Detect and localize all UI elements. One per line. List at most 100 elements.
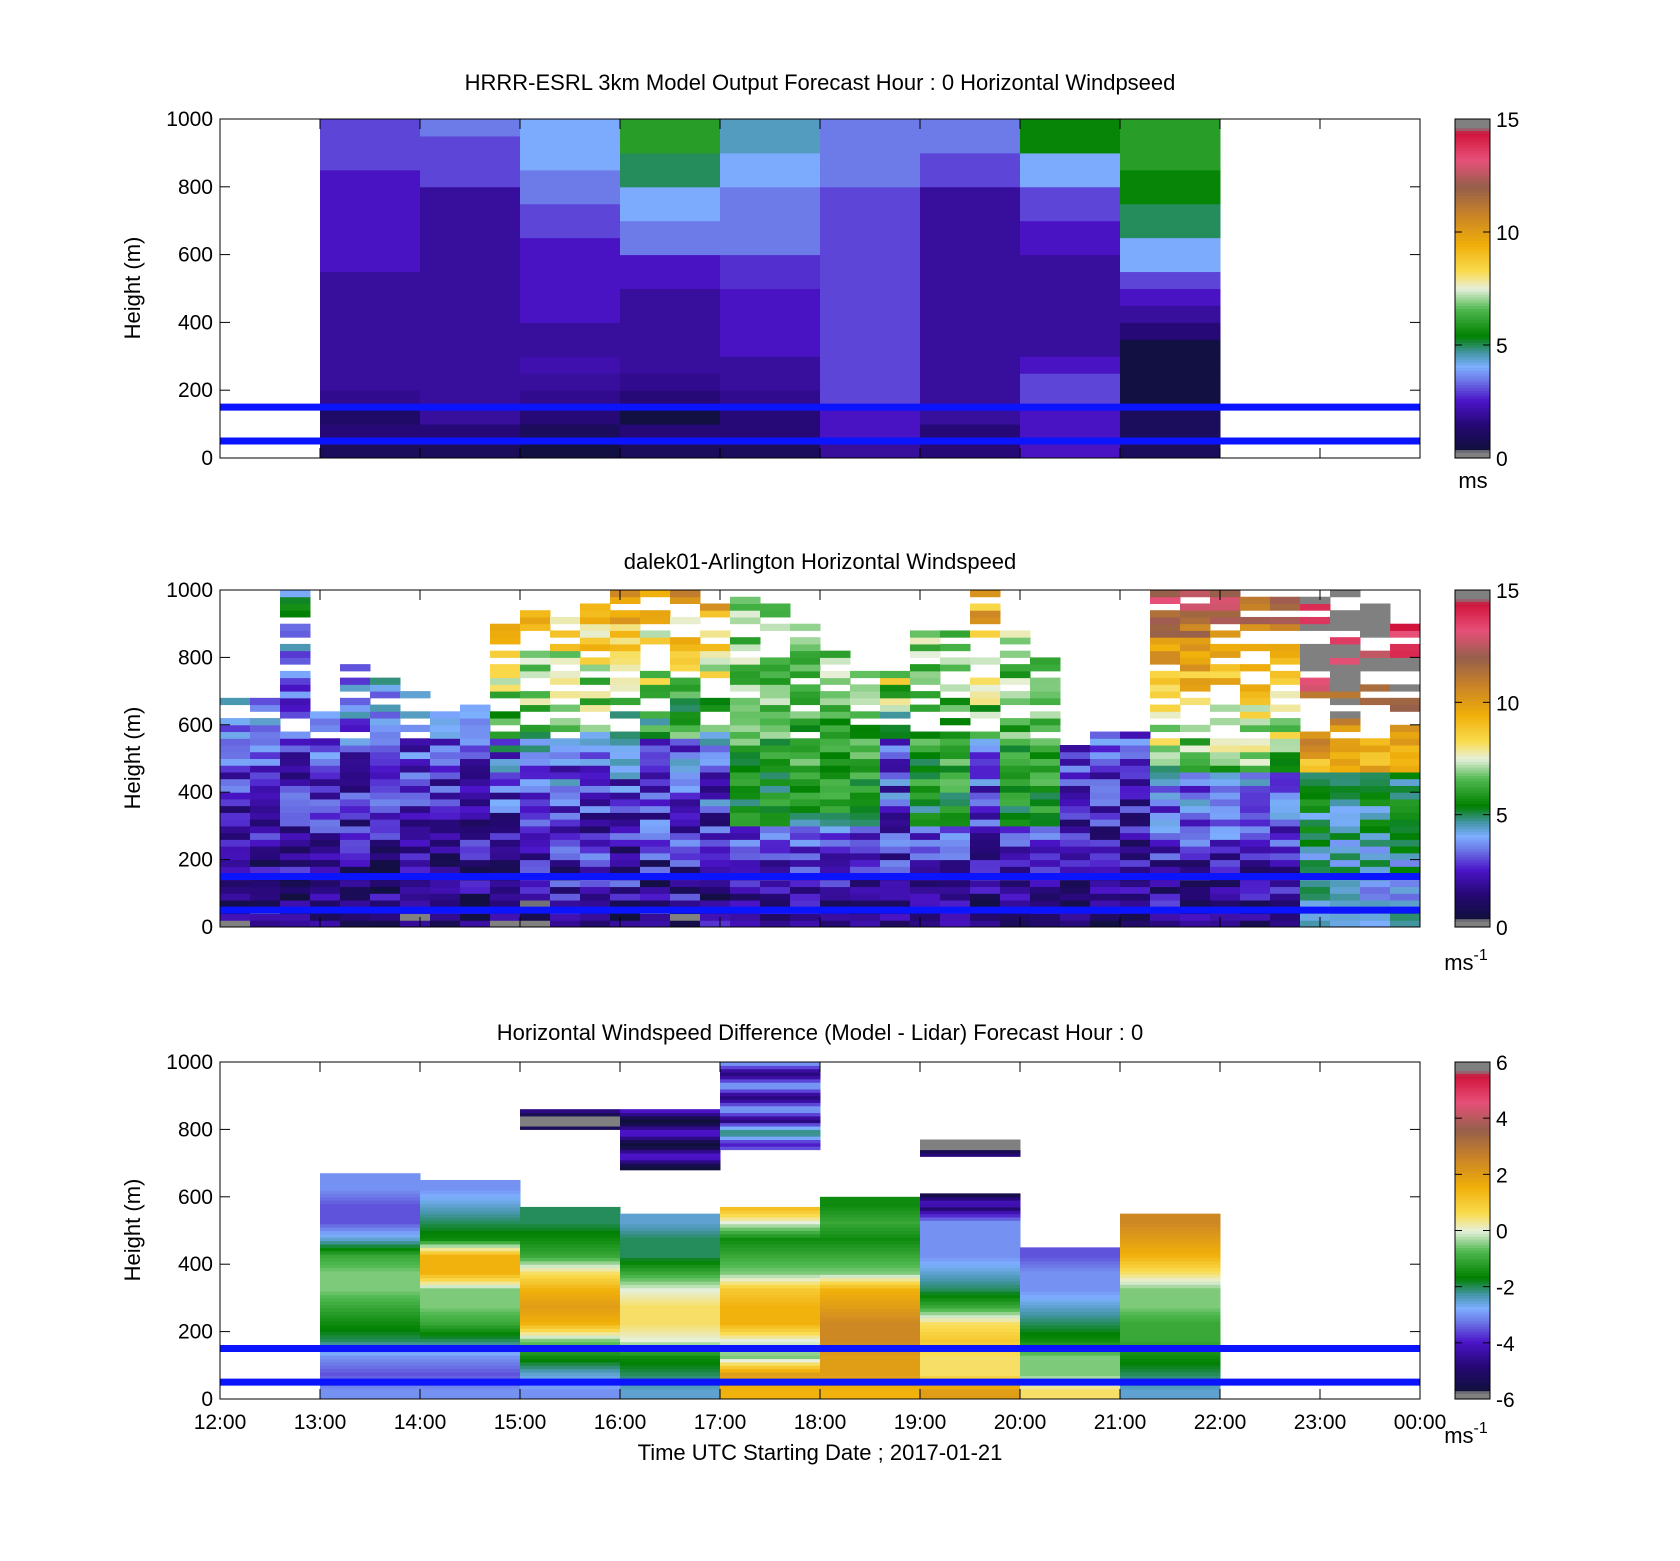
- heatmap-cell: [520, 1321, 621, 1326]
- colorbar-step: [1455, 632, 1490, 636]
- heatmap-cell: [1330, 825, 1361, 834]
- heatmap-cell: [340, 778, 371, 786]
- heatmap-cell: [320, 1365, 421, 1370]
- heatmap-cell: [1300, 846, 1331, 854]
- heatmap-cell: [220, 758, 251, 766]
- heatmap-cell: [1390, 900, 1421, 908]
- heatmap-cell: [1030, 913, 1061, 921]
- heatmap-cell: [620, 1146, 721, 1151]
- heatmap-cell: [880, 812, 911, 820]
- heatmap-cell: [760, 893, 791, 901]
- colorbar-step: [1455, 243, 1490, 247]
- heatmap-cell: [1120, 852, 1151, 861]
- colorbar-step: [1455, 837, 1490, 841]
- heatmap-cell: [520, 920, 551, 928]
- heatmap-cell: [880, 745, 911, 753]
- heatmap-cell: [1240, 758, 1271, 766]
- colorbar-step: [1455, 884, 1490, 889]
- heatmap-cell: [670, 765, 701, 773]
- heatmap-cell: [610, 677, 641, 685]
- heatmap-cell: [1120, 785, 1151, 793]
- heatmap-cell: [1000, 852, 1031, 861]
- heatmap-cell: [420, 1230, 521, 1235]
- heatmap-cell: [550, 643, 581, 652]
- heatmap-cell: [1240, 839, 1271, 847]
- colorbar-step: [1455, 1160, 1490, 1164]
- heatmap-cell: [760, 798, 791, 807]
- heatmap-cell: [1120, 805, 1151, 813]
- y-tick-label: 1000: [166, 108, 213, 131]
- panel-difference-unit-exp: -1: [1474, 1420, 1488, 1437]
- heatmap-cell: [1210, 792, 1241, 800]
- heatmap-cell: [1330, 913, 1361, 921]
- colorbar-step: [1455, 1081, 1490, 1086]
- colorbar-step: [1455, 1281, 1490, 1285]
- colorbar-frame: [1454, 118, 1491, 459]
- heatmap-cell: [490, 819, 521, 827]
- heatmap-cell: [1390, 792, 1421, 800]
- heatmap-cell: [520, 704, 551, 712]
- heatmap-cell: [520, 1206, 621, 1211]
- heatmap-cell: [250, 893, 281, 901]
- colorbar-step: [1455, 195, 1490, 199]
- heatmap-cell: [910, 900, 941, 908]
- heatmap-cell: [820, 390, 921, 408]
- heatmap-cell: [1330, 886, 1361, 894]
- colorbar-step: [1455, 910, 1490, 914]
- colorbar-step: [1455, 200, 1490, 205]
- heatmap-cell: [640, 765, 671, 773]
- heatmap-cell: [850, 691, 881, 699]
- heatmap-cell: [1390, 866, 1421, 874]
- heatmap-cell: [620, 1267, 721, 1272]
- colorbar-step: [1455, 124, 1490, 129]
- heatmap-cell: [620, 1368, 721, 1373]
- colorbar-step: [1455, 716, 1490, 720]
- heatmap-cell: [520, 1361, 621, 1366]
- heatmap-cell: [850, 812, 881, 820]
- heatmap-cell: [760, 664, 791, 672]
- heatmap-cell: [1180, 765, 1211, 773]
- heatmap-cell: [280, 704, 311, 712]
- heatmap-cell: [1000, 859, 1031, 867]
- heatmap-cell: [1210, 650, 1241, 658]
- heatmap-cell: [1240, 718, 1271, 726]
- colorbar-step: [1455, 609, 1490, 614]
- heatmap-cell: [280, 657, 311, 665]
- heatmap-cell: [550, 670, 581, 679]
- heatmap-cell: [430, 738, 461, 746]
- colorbar-step: [1455, 1283, 1490, 1288]
- heatmap-cell: [920, 1368, 1021, 1373]
- heatmap-cell: [720, 1126, 821, 1130]
- heatmap-cell: [700, 745, 731, 753]
- heatmap-cell: [310, 711, 341, 719]
- heatmap-cell: [320, 1375, 421, 1380]
- panel-model-heatmap: [320, 119, 1221, 459]
- heatmap-cell: [720, 356, 821, 374]
- heatmap-cell: [620, 1311, 721, 1316]
- heatmap-cell: [1030, 664, 1061, 672]
- heatmap-cell: [460, 866, 491, 874]
- heatmap-cell: [700, 778, 731, 786]
- heatmap-cell: [490, 866, 521, 874]
- heatmap-cell: [1120, 1227, 1221, 1231]
- heatmap-cell: [1000, 758, 1031, 766]
- heatmap-cell: [820, 1368, 921, 1373]
- heatmap-cell: [280, 691, 311, 699]
- heatmap-cell: [1180, 758, 1211, 766]
- y-tick-label: 800: [178, 1118, 213, 1141]
- heatmap-cell: [920, 1361, 1021, 1366]
- heatmap-cell: [550, 691, 581, 699]
- heatmap-cell: [820, 1264, 921, 1269]
- heatmap-cell: [1120, 832, 1151, 840]
- heatmap-cell: [620, 1365, 721, 1370]
- heatmap-cell: [250, 839, 281, 847]
- heatmap-cell: [730, 684, 761, 692]
- heatmap-cell: [1390, 724, 1421, 733]
- heatmap-cell: [670, 866, 701, 874]
- heatmap-cell: [670, 596, 701, 604]
- colorbar-step: [1455, 1078, 1490, 1083]
- heatmap-cell: [1030, 812, 1061, 820]
- heatmap-cell: [1000, 751, 1031, 759]
- heatmap-cell: [640, 758, 671, 766]
- heatmap-cell: [620, 1112, 721, 1117]
